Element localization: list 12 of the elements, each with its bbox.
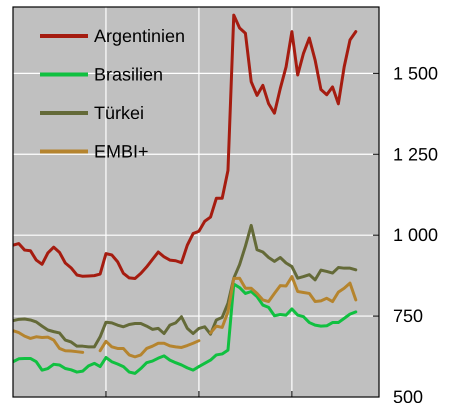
y-tick-label: 1 500	[393, 63, 438, 84]
legend-label: EMBI+	[94, 142, 149, 162]
y-tick-label: 750	[393, 306, 424, 326]
line-series	[13, 14, 358, 280]
line-series	[13, 282, 358, 375]
y-tick-label: 1 000	[393, 225, 438, 246]
y-tick-label: 1 250	[393, 144, 438, 164]
legend-label: Argentinien	[94, 26, 186, 46]
line-series	[13, 224, 358, 348]
legend-label: Brasilien	[94, 64, 164, 84]
y-tick-label: 500	[393, 387, 424, 403]
legend-label: Türkei	[94, 103, 144, 123]
